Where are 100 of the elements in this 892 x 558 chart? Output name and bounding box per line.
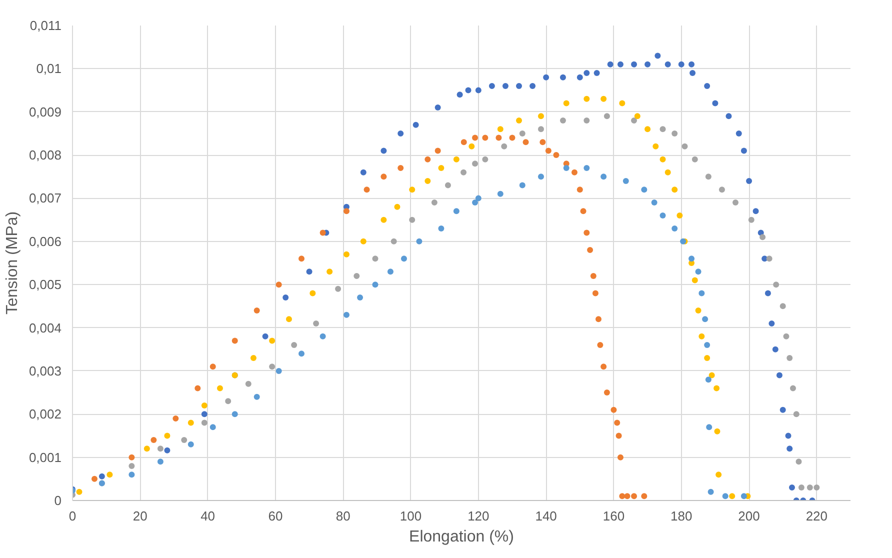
point (465, 87, 472, 94)
y-tick-label: 0,004 (28, 320, 62, 336)
point (576, 186, 583, 193)
point (584, 96, 590, 102)
point (783, 333, 790, 340)
point (291, 342, 298, 348)
point (785, 432, 792, 439)
y-axis-title: Tension (MPa) (4, 211, 21, 315)
point (157, 458, 164, 465)
point (400, 256, 407, 262)
point (438, 165, 444, 171)
y-tick-label: 0 (54, 493, 62, 508)
point (631, 493, 638, 500)
point (475, 87, 482, 94)
point (416, 238, 422, 244)
point (772, 346, 778, 352)
point (617, 61, 624, 68)
x-tick-label: 200 (738, 508, 760, 524)
point (793, 411, 800, 418)
point (600, 174, 607, 180)
point (688, 61, 695, 68)
point (814, 484, 820, 491)
point (380, 216, 387, 223)
point (254, 394, 260, 400)
point (560, 74, 566, 80)
point (497, 126, 504, 132)
point (726, 113, 732, 120)
point (306, 268, 312, 275)
point (453, 156, 460, 162)
point (343, 251, 350, 258)
y-tick-label: 0,007 (28, 190, 62, 206)
point (372, 282, 378, 288)
point (276, 368, 282, 374)
point (796, 458, 802, 465)
point (652, 143, 659, 150)
point (590, 272, 596, 279)
point (786, 446, 793, 452)
point (496, 134, 502, 141)
y-tick-label: 0,003 (28, 363, 62, 378)
x-axis-title: Elongation (%) (409, 528, 514, 546)
point (360, 169, 366, 176)
point (509, 134, 516, 141)
point (128, 472, 135, 478)
point (597, 342, 604, 348)
point (672, 130, 678, 136)
point (276, 282, 282, 288)
point (540, 139, 546, 146)
point (335, 286, 342, 292)
point (538, 126, 544, 132)
point (522, 139, 529, 146)
point (634, 113, 640, 120)
point (538, 113, 544, 120)
point (398, 165, 404, 171)
point (682, 143, 688, 150)
point (357, 294, 364, 301)
point (704, 82, 710, 89)
point (706, 424, 712, 430)
point (806, 484, 813, 491)
point (201, 411, 208, 418)
point (695, 308, 702, 314)
point (194, 385, 201, 392)
point (210, 364, 216, 370)
point (708, 372, 715, 378)
point (644, 61, 651, 68)
point (424, 178, 431, 184)
point (714, 428, 720, 434)
point (310, 290, 316, 296)
point (651, 200, 658, 206)
point (409, 186, 416, 193)
y-tick-label: 0,006 (28, 234, 62, 249)
point (580, 208, 586, 214)
point (201, 402, 208, 408)
point (245, 380, 252, 387)
point (746, 178, 752, 184)
point (752, 208, 759, 214)
point (563, 100, 570, 106)
point (732, 200, 738, 206)
point (269, 364, 276, 370)
point (164, 447, 170, 454)
point (678, 61, 684, 68)
point (631, 118, 638, 124)
point (76, 488, 82, 495)
x-tick-label: 180 (670, 508, 692, 524)
point (616, 432, 622, 439)
point (644, 126, 651, 132)
point (394, 204, 400, 210)
point (482, 156, 488, 162)
point (660, 156, 666, 162)
point (516, 82, 522, 89)
point (482, 134, 488, 141)
point (181, 437, 188, 444)
point (409, 216, 416, 223)
point (343, 208, 350, 214)
point (472, 134, 478, 141)
point (676, 212, 683, 218)
point (501, 143, 508, 150)
point (718, 186, 725, 193)
point (641, 186, 648, 193)
point (431, 200, 438, 206)
point (660, 126, 666, 132)
